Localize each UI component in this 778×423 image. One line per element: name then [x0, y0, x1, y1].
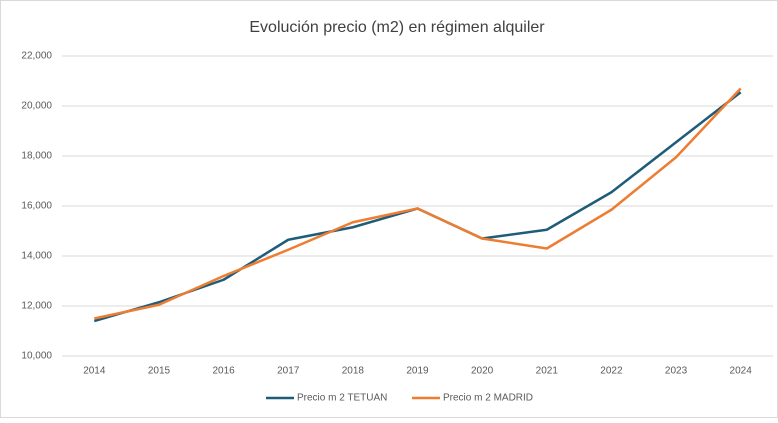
x-tick-label: 2014 [83, 366, 106, 377]
y-tick-label: 22,000 [21, 51, 52, 62]
y-tick-label: 12,000 [21, 301, 52, 312]
x-tick-label: 2020 [471, 366, 494, 377]
y-tick-label: 14,000 [21, 251, 52, 262]
legend-label: Precio m 2 MADRID [443, 393, 533, 404]
y-tick-label: 16,000 [21, 201, 52, 212]
chart-title: Evolución precio (m2) en régimen alquile… [249, 19, 545, 36]
x-tick-label: 2019 [406, 366, 429, 377]
x-tick-label: 2021 [536, 366, 559, 377]
x-tick-label: 2022 [600, 366, 623, 377]
x-tick-label: 2016 [212, 366, 235, 377]
series-line [94, 87, 742, 320]
x-tick-label: 2018 [342, 366, 365, 377]
y-tick-label: 20,000 [21, 101, 52, 112]
x-tick-label: 2024 [730, 366, 753, 377]
y-tick-label: 10,000 [21, 351, 52, 362]
x-tick-label: 2015 [148, 366, 171, 377]
x-tick-label: 2023 [665, 366, 688, 377]
y-tick-label: 18,000 [21, 151, 52, 162]
x-tick-label: 2017 [277, 366, 300, 377]
legend-label: Precio m 2 TETUAN [297, 393, 387, 404]
